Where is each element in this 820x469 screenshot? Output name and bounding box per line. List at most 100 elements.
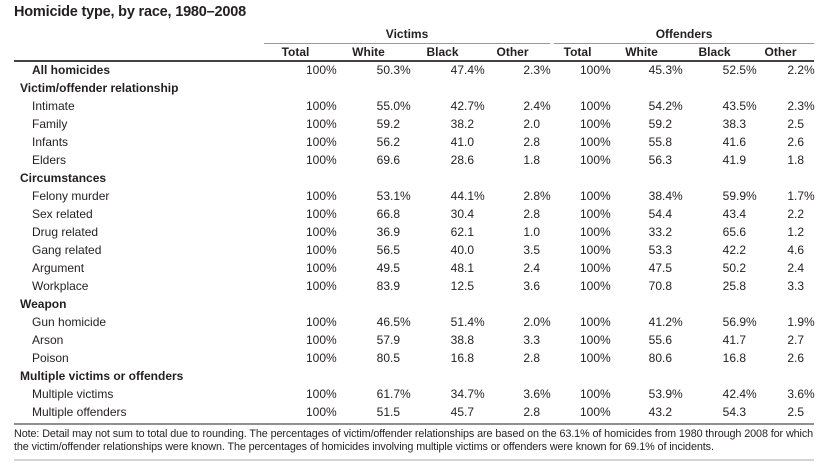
victims-total-value: 100% — [305, 134, 337, 149]
victims-black-value: 34.7% — [450, 386, 485, 401]
offenders-white-value: 54.2% — [648, 98, 683, 113]
section-header-row: Circumstances — [14, 169, 814, 187]
victims-white-value: 57.9 — [376, 332, 400, 347]
offenders-other-value: 2.2 — [787, 206, 805, 221]
row-label: Infants — [32, 134, 69, 149]
offenders-other-value: 4.6 — [787, 242, 805, 257]
table-title: Homicide type, by race, 1980–2008 — [14, 4, 246, 20]
column-group-row: Victims Offenders — [14, 27, 815, 44]
table-row: All homicides 100% 50.3% 47.4% 2.3% 100% 45.3%… — [14, 61, 815, 79]
table-row: Arson 100% 57.9 38.8 3.3 100% 55.6 41.7 2.7 — [14, 331, 814, 349]
victims-white-value: 61.7% — [376, 386, 411, 401]
victims-white-value: 66.8 — [376, 206, 400, 221]
offenders-black-header: Black — [698, 44, 731, 59]
victims-other-value: 2.4 — [523, 260, 541, 275]
offenders-black-value: 43.4 — [722, 206, 747, 221]
offenders-other-value: 2.7 — [787, 332, 805, 347]
victims-black-value: 38.8 — [450, 332, 474, 347]
section-header-row: Victim/offender relationship — [14, 79, 814, 97]
table-row: Workplace 100% 83.9 12.5 3.6 100% 70.8 25.8 3.3 — [14, 277, 814, 295]
label-column-header-blank — [14, 27, 264, 44]
offenders-other-value: 3.6% — [787, 386, 815, 401]
table-row: Elders 100% 69.6 28.6 1.8 100% 56.3 41.9 1.8 — [14, 151, 814, 169]
row-label: Multiple victims — [32, 386, 114, 401]
table-row: Multiple offenders 100% 51.5 45.7 2.8 100% 43.… — [14, 403, 814, 421]
offenders-white-value: 41.2% — [648, 314, 683, 329]
offenders-black-value: 38.3 — [722, 116, 747, 131]
offenders-total-value: 100% — [580, 116, 611, 131]
offenders-black-value: 41.9 — [722, 152, 747, 167]
offenders-total-value: 100% — [580, 206, 611, 221]
victims-white-value: 59.2 — [376, 116, 400, 131]
offenders-total-value: 100% — [580, 224, 611, 239]
offenders-other-header: Other — [764, 44, 797, 59]
row-label: Poison — [32, 350, 69, 365]
offenders-black-value: 41.6 — [722, 134, 747, 149]
offenders-black-value: 59.9% — [722, 188, 757, 203]
victims-black-value: 30.4 — [450, 206, 474, 221]
offenders-total-value: 100% — [580, 63, 611, 77]
offenders-total-value: 100% — [580, 404, 611, 419]
victims-other-value: 2.8% — [523, 188, 551, 203]
victims-white-value: 36.9 — [376, 224, 400, 239]
offenders-black-value: 41.7 — [722, 332, 747, 347]
victims-other-value: 2.0% — [523, 314, 551, 329]
victims-other-value: 2.8 — [523, 206, 541, 221]
label-column-header-blank — [14, 44, 264, 61]
offenders-black-value: 65.6 — [722, 224, 747, 239]
row-label: Argument — [32, 260, 85, 275]
offenders-white-value: 33.2 — [648, 224, 673, 239]
table-note: Note: Detail may not sum to total due to… — [14, 422, 814, 455]
victims-white-value: 55.0% — [376, 98, 411, 113]
victims-total-value: 100% — [305, 350, 337, 365]
offenders-total-value: 100% — [580, 134, 611, 149]
row-label: Family — [32, 116, 68, 131]
table-header: Victims Offenders Total White Black Othe… — [14, 27, 815, 61]
victims-total-header: Total — [281, 44, 310, 59]
victims-total-value: 100% — [305, 98, 337, 113]
victims-total-value: 100% — [305, 278, 337, 293]
offenders-total-value: 100% — [580, 278, 611, 293]
victims-white-value: 80.5 — [376, 350, 400, 365]
offenders-other-value: 1.9% — [787, 314, 815, 329]
victims-black-value: 47.4% — [450, 63, 485, 77]
victims-total-value: 100% — [305, 224, 337, 239]
victims-black-value: 41.0 — [450, 134, 474, 149]
victims-black-value: 12.5 — [450, 278, 474, 293]
victims-black-header: Black — [426, 44, 459, 59]
table-row: Gun homicide 100% 46.5% 51.4% 2.0% 100% 41.2% 5… — [14, 313, 815, 331]
offenders-white-value: 56.3 — [648, 152, 673, 167]
victims-other-value: 3.6% — [523, 386, 551, 401]
offenders-black-value: 42.4% — [722, 386, 757, 401]
offenders-total-header: Total — [563, 44, 592, 59]
victims-total-value: 100% — [305, 116, 337, 131]
offenders-white-value: 55.8 — [648, 134, 673, 149]
victims-white-value: 51.5 — [376, 404, 400, 419]
victims-black-value: 48.1 — [450, 260, 474, 275]
victims-other-value: 2.4% — [523, 98, 551, 113]
offenders-white-value: 55.6 — [648, 332, 673, 347]
offenders-white-value: 59.2 — [648, 116, 673, 131]
victims-other-value: 3.6 — [523, 278, 541, 293]
victims-black-value: 16.8 — [450, 350, 474, 365]
row-label: Gang related — [32, 242, 102, 257]
offenders-total-value: 100% — [580, 188, 611, 203]
offenders-total-value: 100% — [580, 314, 611, 329]
victims-white-value: 46.5% — [376, 314, 411, 329]
section-label: Circumstances — [20, 170, 107, 185]
column-group-victims: Victims — [264, 27, 551, 44]
victims-black-value: 44.1% — [450, 188, 485, 203]
offenders-white-value: 53.9% — [648, 386, 683, 401]
victims-other-value: 2.8 — [523, 404, 541, 419]
offenders-white-header: White — [625, 44, 658, 59]
victims-black-value: 40.0 — [450, 242, 474, 257]
row-label: Arson — [32, 332, 64, 347]
offenders-white-value: 47.5 — [648, 260, 673, 275]
offenders-total-value: 100% — [580, 242, 611, 257]
victims-black-value: 42.7% — [450, 98, 485, 113]
section-label: Multiple victims or offenders — [20, 368, 184, 383]
victims-total-value: 100% — [305, 63, 337, 77]
offenders-white-value: 53.3 — [648, 242, 673, 257]
offenders-total-value: 100% — [580, 152, 611, 167]
section-header-row: Weapon — [14, 295, 814, 313]
